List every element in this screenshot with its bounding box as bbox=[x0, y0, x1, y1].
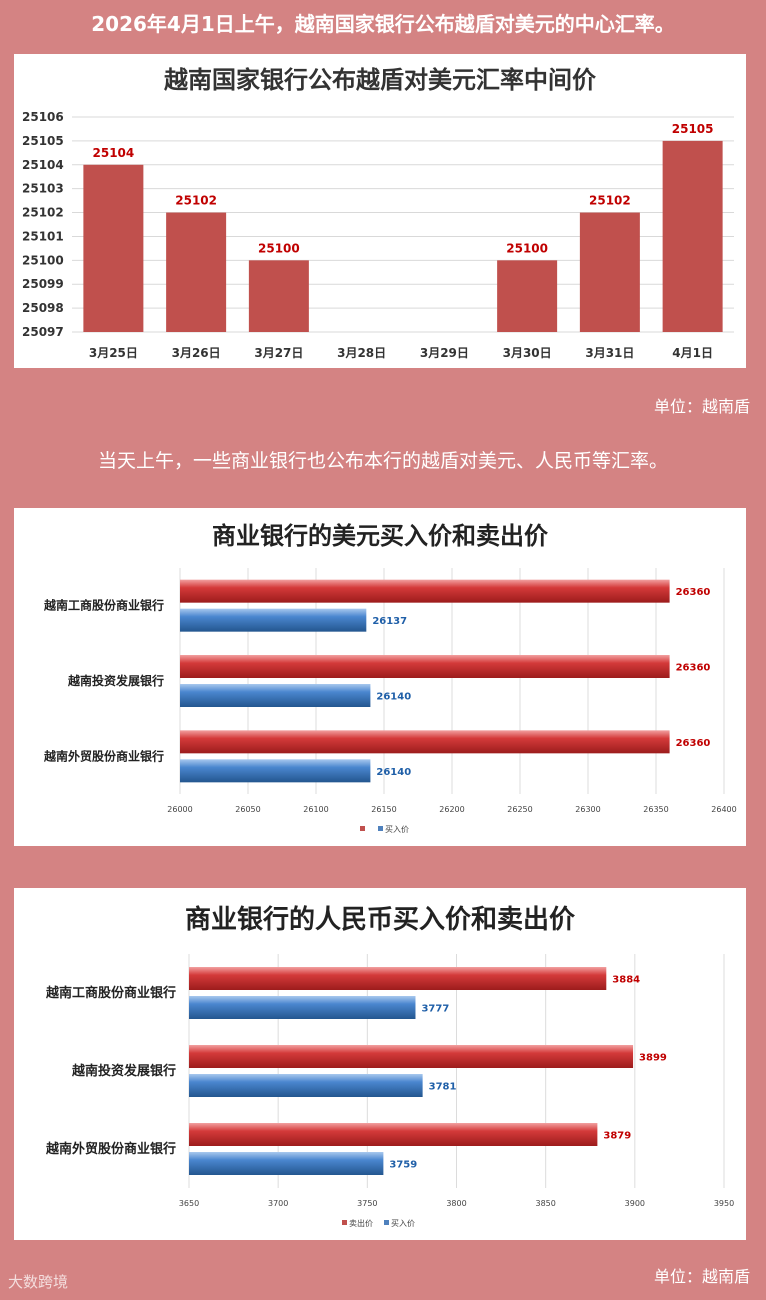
subline: 当天上午，一些商业银行也公布本行的越盾对美元、人民币等汇率。 bbox=[97, 450, 668, 472]
buy-bar bbox=[180, 759, 371, 783]
bar bbox=[497, 260, 558, 332]
sell-bar bbox=[180, 730, 670, 754]
y-tick-label: 25100 bbox=[22, 253, 64, 267]
category-label: 越南工商股份商业银行 bbox=[43, 598, 164, 613]
chart-panel-cny: 商业银行的人民币买入价和卖出价 3650 3700 3750 3800 3850 3900 3… bbox=[14, 888, 746, 1240]
x-tick-label: 26000 bbox=[167, 805, 192, 814]
x-tick-label: 3650 bbox=[179, 1199, 199, 1208]
data-label: 26360 bbox=[676, 587, 711, 598]
x-tick-label: 26100 bbox=[303, 805, 328, 814]
legend-label: 买入价 bbox=[385, 825, 409, 834]
buy-bar bbox=[189, 996, 416, 1019]
x-tick-label: 26400 bbox=[711, 805, 736, 814]
chart-title: 商业银行的美元买入价和卖出价 bbox=[212, 521, 549, 550]
legend-label: 卖出价 bbox=[349, 1218, 373, 1228]
x-tick-label: 3950 bbox=[714, 1199, 734, 1208]
x-tick-label: 3月29日 bbox=[420, 346, 469, 360]
chart-title: 商业银行的人民币买入价和卖出价 bbox=[185, 904, 576, 935]
legend-swatch bbox=[360, 826, 365, 831]
sell-bar bbox=[189, 1123, 598, 1146]
data-label: 25104 bbox=[93, 146, 135, 160]
category-label: 越南外贸股份商业银行 bbox=[45, 1141, 176, 1157]
unit-label-2: 单位：越南盾 bbox=[653, 1267, 750, 1286]
data-label: 25105 bbox=[672, 122, 714, 136]
data-label: 26360 bbox=[676, 738, 711, 749]
x-tick-label: 3月30日 bbox=[503, 346, 552, 360]
category-label: 越南投资发展银行 bbox=[71, 1063, 176, 1079]
y-tick-label: 25101 bbox=[22, 229, 64, 243]
y-tick-label: 25105 bbox=[22, 134, 64, 148]
sell-bar bbox=[189, 967, 607, 990]
category-label: 越南投资发展银行 bbox=[67, 673, 164, 688]
sell-bar bbox=[180, 655, 670, 678]
bar bbox=[579, 212, 640, 332]
chart-panel-usd: 商业银行的美元买入价和卖出价 26000 26050 26100 26150 26200 2… bbox=[14, 508, 746, 846]
x-tick-label: 26350 bbox=[643, 805, 668, 814]
y-tick-label: 25097 bbox=[22, 325, 64, 339]
sell-bar bbox=[180, 579, 670, 603]
bar bbox=[248, 260, 309, 332]
x-tick-label: 3月25日 bbox=[89, 346, 138, 360]
x-tick-label: 3750 bbox=[357, 1199, 377, 1208]
central-rate-chart: 越南国家银行公布越盾对美元汇率中间价 25097 25098 25099 25100 25… bbox=[22, 66, 734, 360]
x-tick-label: 3月27日 bbox=[254, 346, 303, 360]
usd-rate-chart: 商业银行的美元买入价和卖出价 26000 26050 26100 26150 26200 2… bbox=[43, 521, 737, 834]
buy-bar bbox=[189, 1074, 423, 1097]
x-tick-label: 26200 bbox=[439, 805, 464, 814]
data-label: 3777 bbox=[421, 1004, 449, 1015]
legend-swatch bbox=[342, 1220, 347, 1225]
x-tick-label: 26300 bbox=[575, 805, 600, 814]
buy-bar bbox=[180, 608, 367, 632]
bar bbox=[83, 164, 144, 332]
data-label: 3759 bbox=[389, 1160, 417, 1171]
buy-bar bbox=[189, 1152, 384, 1175]
y-tick-label: 25104 bbox=[22, 158, 64, 172]
chart-panel-central-rate: 越南国家银行公布越盾对美元汇率中间价 25097 25098 25099 25100 25… bbox=[14, 54, 746, 368]
y-tick-label: 25099 bbox=[22, 277, 64, 291]
buy-bar bbox=[180, 684, 371, 707]
x-tick-label: 4月1日 bbox=[672, 346, 713, 360]
data-label: 25100 bbox=[506, 241, 548, 255]
x-tick-label: 26150 bbox=[371, 805, 396, 814]
y-tick-label: 25103 bbox=[22, 182, 64, 196]
bar bbox=[662, 140, 723, 332]
unit-label-1: 单位：越南盾 bbox=[653, 397, 750, 416]
x-tick-label: 3900 bbox=[625, 1199, 645, 1208]
bar bbox=[166, 212, 227, 332]
data-label: 25100 bbox=[258, 241, 300, 255]
data-label: 3884 bbox=[612, 975, 640, 986]
y-tick-label: 25102 bbox=[22, 206, 64, 220]
x-tick-label: 26050 bbox=[235, 805, 260, 814]
y-tick-label: 25106 bbox=[22, 110, 64, 124]
headline: 2026年4月1日上午，越南国家银行公布越盾对美元的中心汇率。 bbox=[91, 12, 675, 36]
sell-bar bbox=[189, 1045, 634, 1068]
x-tick-label: 3月26日 bbox=[172, 346, 221, 360]
data-label: 26137 bbox=[372, 616, 407, 627]
legend-swatch bbox=[384, 1220, 389, 1225]
legend-swatch bbox=[378, 826, 383, 831]
y-tick-label: 25098 bbox=[22, 301, 64, 315]
category-label: 越南工商股份商业银行 bbox=[45, 985, 176, 1001]
data-label: 26140 bbox=[376, 692, 411, 703]
watermark: 大数跨境 bbox=[8, 1273, 69, 1291]
legend-label: 买入价 bbox=[391, 1219, 415, 1228]
data-label: 26360 bbox=[676, 663, 711, 674]
cny-rate-chart: 商业银行的人民币买入价和卖出价 3650 3700 3750 3800 3850 3900 3… bbox=[45, 904, 734, 1228]
chart-title: 越南国家银行公布越盾对美元汇率中间价 bbox=[164, 66, 597, 94]
category-label: 越南外贸股份商业银行 bbox=[43, 748, 164, 763]
x-tick-label: 3800 bbox=[446, 1199, 466, 1208]
data-label: 25102 bbox=[589, 194, 631, 208]
x-tick-label: 26250 bbox=[507, 805, 532, 814]
data-label: 3899 bbox=[639, 1053, 667, 1064]
x-tick-label: 3700 bbox=[268, 1199, 288, 1208]
data-label: 26140 bbox=[376, 767, 411, 778]
data-label: 3879 bbox=[603, 1131, 631, 1142]
data-label: 25102 bbox=[175, 194, 217, 208]
data-label: 3781 bbox=[429, 1082, 457, 1093]
x-tick-label: 3850 bbox=[535, 1199, 555, 1208]
x-tick-label: 3月31日 bbox=[585, 346, 634, 360]
x-tick-label: 3月28日 bbox=[337, 346, 386, 360]
